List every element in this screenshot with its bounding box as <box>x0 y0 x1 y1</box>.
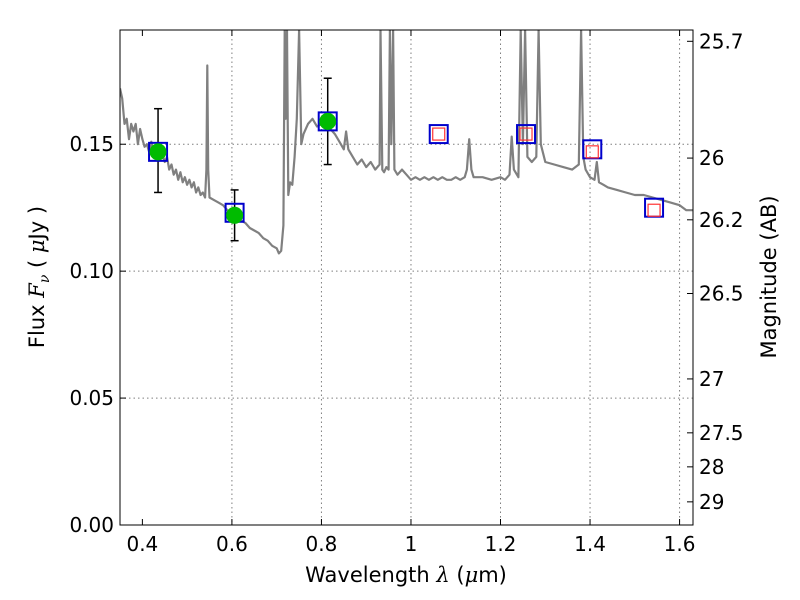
model-photometry-box <box>428 124 449 145</box>
axis-ticks <box>120 30 693 526</box>
x-tick-label: 0.8 <box>306 532 338 556</box>
x-tick-label: 0.6 <box>216 532 248 556</box>
tick-labels: 0.4 0.6 0.8 1 1.2 1.4 1.6 0.00 0.05 0.10 0.15 25.7 2… <box>69 29 743 556</box>
y2-tick-label: 27.5 <box>699 421 744 445</box>
y2-tick-label: 27 <box>699 367 724 391</box>
observed-flux-point <box>149 143 167 161</box>
x-tick-label: 1.6 <box>664 532 696 556</box>
x-tick-label: 0.4 <box>126 532 158 556</box>
y2-tick-label: 29 <box>699 490 724 514</box>
observed-flux-point <box>226 206 244 224</box>
y2-tick-label: 26 <box>699 146 724 170</box>
model-spectrum-line <box>120 30 693 255</box>
grid-lines <box>120 30 693 525</box>
y2-tick-label: 26.2 <box>699 208 744 232</box>
y2-tick-label: 25.7 <box>699 29 744 53</box>
upper-limit-box <box>519 127 533 141</box>
upper-limit-box <box>585 145 599 159</box>
plot-frame <box>119 29 694 526</box>
y2-tick-label: 28 <box>699 455 724 479</box>
model-spectrum-layer <box>120 30 693 255</box>
model-photometry-box <box>516 124 537 145</box>
y2-tick-label: 26.5 <box>699 281 744 305</box>
y2-axis-label: Magnitude (AB) <box>757 195 781 358</box>
y-tick-label: 0.10 <box>69 259 114 283</box>
y-tick-label: 0.00 <box>69 513 114 537</box>
x-tick-label: 1.2 <box>485 532 517 556</box>
observed-flux-point <box>319 112 337 130</box>
model-photometry-box <box>317 111 338 132</box>
y-tick-label: 0.15 <box>69 132 114 156</box>
photometry-layer <box>148 77 665 242</box>
x-axis-label: Wavelength λ (μm) <box>305 563 507 587</box>
x-tick-label: 1 <box>405 532 418 556</box>
x-tick-label: 1.4 <box>574 532 606 556</box>
y-tick-label: 0.05 <box>69 386 114 410</box>
model-photometry-box <box>148 141 169 162</box>
y-axis-label: Flux Fν ( μJy ) <box>25 206 53 348</box>
upper-limit-box <box>432 127 446 141</box>
upper-limit-box <box>647 203 661 217</box>
